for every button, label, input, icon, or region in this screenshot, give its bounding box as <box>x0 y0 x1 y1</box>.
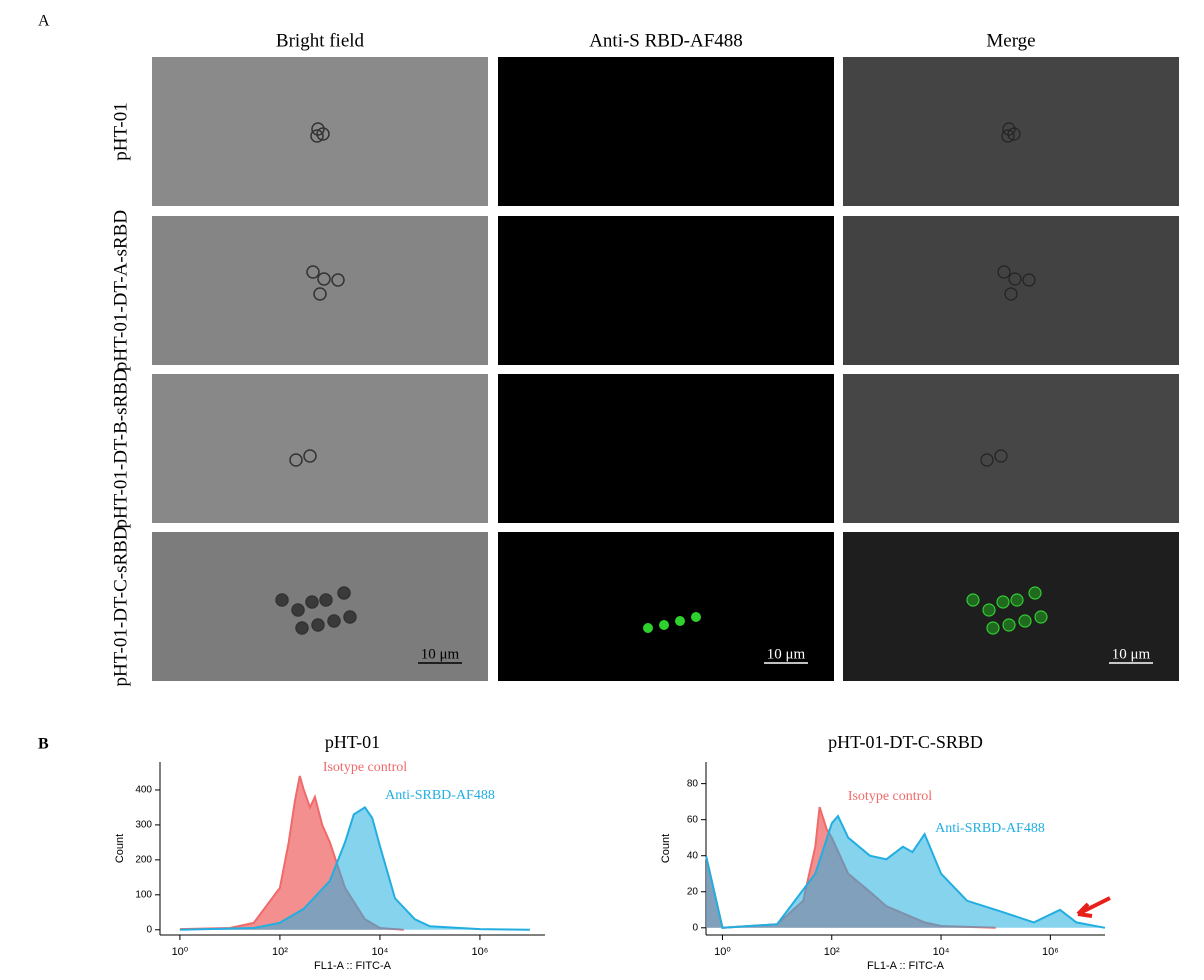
cell <box>313 287 327 301</box>
x-tick-label: 10⁶ <box>1042 946 1059 958</box>
cell <box>310 129 324 143</box>
area-line <box>705 814 1106 929</box>
micrograph <box>843 374 1179 523</box>
cell <box>316 127 330 141</box>
x-axis-label: FL1-A :: FITC-A <box>314 960 392 972</box>
micrograph <box>498 374 834 523</box>
micrograph <box>843 216 1179 365</box>
micrograph <box>498 532 834 681</box>
cell <box>306 265 320 279</box>
cell <box>997 265 1011 279</box>
scale-bar-label: 10 μm <box>421 646 460 662</box>
x-tick-label: 10⁴ <box>371 946 388 958</box>
cell <box>996 595 1010 609</box>
cell <box>327 614 341 628</box>
cell <box>1002 122 1016 136</box>
y-tick-label: 200 <box>135 854 152 865</box>
panel-label: B <box>38 736 49 753</box>
cell <box>1007 127 1021 141</box>
cell <box>691 612 701 622</box>
cell <box>1002 618 1016 632</box>
row-label: pHT-01 <box>110 102 131 160</box>
cell <box>643 623 653 633</box>
cell <box>980 453 994 467</box>
y-tick-label: 100 <box>135 889 152 900</box>
cell <box>659 620 669 630</box>
cell <box>343 610 357 624</box>
cell <box>982 603 996 617</box>
column-title: Bright field <box>276 30 365 51</box>
micrograph <box>843 532 1179 681</box>
y-tick-label: 300 <box>135 820 152 831</box>
x-axis-label: FL1-A :: FITC-A <box>867 960 945 972</box>
cell <box>675 616 685 626</box>
y-tick-label: 400 <box>135 785 152 796</box>
column-title: Merge <box>986 30 1035 51</box>
micrograph <box>152 532 488 681</box>
cell <box>1028 586 1042 600</box>
x-tick-label: 10² <box>272 946 288 958</box>
y-axis-label: Count <box>114 834 126 863</box>
x-tick-label: 10⁰ <box>714 946 731 958</box>
cell <box>1004 287 1018 301</box>
cell <box>966 593 980 607</box>
cell <box>1034 610 1048 624</box>
cell <box>291 603 305 617</box>
arrow <box>1076 896 1111 918</box>
panel-label: A <box>38 13 50 30</box>
row-label: pHT-01-DT-C-sRBD <box>110 526 131 686</box>
cell <box>319 593 333 607</box>
cell <box>289 453 303 467</box>
cell <box>331 273 345 287</box>
micrograph <box>498 216 834 365</box>
micrograph <box>152 216 488 365</box>
cell <box>303 449 317 463</box>
cell <box>1018 614 1032 628</box>
cell <box>1008 272 1022 286</box>
y-axis-label: Count <box>660 834 672 863</box>
cell <box>994 449 1008 463</box>
micrograph <box>152 374 488 523</box>
cell <box>317 272 331 286</box>
series-label: Isotype control <box>848 789 932 804</box>
series-label: Isotype control <box>323 760 407 775</box>
chart-title: pHT-01-DT-C-SRBD <box>828 732 983 752</box>
y-tick-label: 80 <box>687 778 699 789</box>
micrograph <box>498 57 834 206</box>
cell <box>311 618 325 632</box>
scale-bar-label: 10 μm <box>767 646 806 662</box>
x-tick-label: 10² <box>824 946 840 958</box>
x-tick-label: 10⁶ <box>472 946 489 958</box>
cell <box>337 586 351 600</box>
cell <box>986 621 1000 635</box>
y-tick-label: 0 <box>692 922 698 933</box>
scale-bar-label: 10 μm <box>1112 646 1151 662</box>
y-tick-label: 40 <box>687 850 699 861</box>
cell <box>295 621 309 635</box>
cell <box>1001 129 1015 143</box>
y-tick-label: 0 <box>146 924 152 935</box>
cell <box>311 122 325 136</box>
cell <box>275 593 289 607</box>
area-fill <box>706 816 1105 928</box>
column-title: Anti-S RBD-AF488 <box>589 30 743 51</box>
row-label: pHT-01-DT-A-sRBD <box>110 210 131 371</box>
series-label: Anti-SRBD-AF488 <box>385 788 495 803</box>
cell <box>305 595 319 609</box>
x-tick-label: 10⁴ <box>933 946 950 958</box>
series-label: Anti-SRBD-AF488 <box>935 821 1045 836</box>
chart-title: pHT-01 <box>325 732 380 752</box>
y-tick-label: 20 <box>687 886 699 897</box>
area-fill <box>179 807 530 930</box>
x-tick-label: 10⁰ <box>172 946 189 958</box>
y-tick-label: 60 <box>687 814 699 825</box>
micrograph <box>843 57 1179 206</box>
area-fill <box>179 776 404 930</box>
cell <box>1010 593 1024 607</box>
row-label: pHT-01-DT-B-sRBD <box>110 368 131 528</box>
cell <box>1022 273 1036 287</box>
area-line <box>179 806 530 931</box>
